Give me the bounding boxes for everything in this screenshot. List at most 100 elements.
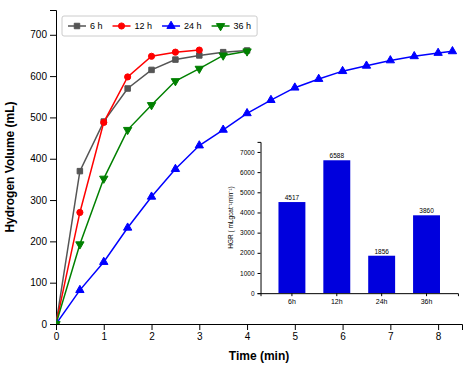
tick: 100 — [30, 277, 56, 288]
tick-mark — [258, 192, 261, 193]
data-label: 4517 — [285, 194, 300, 201]
tick-mark — [291, 293, 292, 296]
tick-mark — [426, 293, 427, 296]
tick-mark — [258, 172, 261, 173]
point — [362, 61, 370, 68]
tick-mark — [258, 253, 261, 254]
legend-item: 6 h — [68, 21, 103, 31]
point — [219, 53, 227, 60]
tick-label: 6h — [288, 298, 296, 305]
series-line — [56, 51, 247, 324]
tick: 700 — [30, 29, 56, 40]
point — [448, 47, 456, 54]
point — [171, 79, 179, 86]
tick-label: 5 — [293, 331, 299, 342]
tick: 4000 — [240, 209, 260, 216]
tick: 7000 — [240, 149, 260, 156]
axis-line — [57, 325, 463, 331]
point — [125, 86, 130, 91]
tick: 5 — [293, 324, 299, 342]
x-axis: 012345678 — [54, 324, 463, 342]
point — [173, 57, 178, 62]
tick-label: 7 — [388, 331, 394, 342]
tick-label: 24h — [376, 298, 388, 305]
tick: 24h — [376, 293, 388, 305]
tick-mark — [258, 233, 261, 234]
tick-mark — [390, 324, 391, 330]
tick-mark — [50, 241, 56, 242]
point — [149, 67, 154, 72]
bar — [368, 256, 395, 293]
point — [123, 127, 131, 134]
tick: 2000 — [240, 249, 260, 256]
axis-line — [258, 142, 262, 293]
point — [267, 95, 275, 102]
legend-marker — [167, 21, 175, 28]
tick-mark — [50, 159, 56, 160]
legend-marker — [74, 23, 79, 28]
point — [101, 119, 107, 125]
tick: 12h — [331, 293, 343, 305]
point — [123, 223, 131, 230]
plot: 01234567801002003004005006007006 h12 h24… — [30, 11, 462, 343]
tick-label: 4000 — [240, 209, 255, 216]
legend-item: 12 h — [113, 21, 153, 31]
point — [196, 47, 202, 53]
tick: 400 — [30, 153, 56, 164]
tick-label: 5000 — [240, 189, 255, 196]
point — [148, 53, 154, 59]
x-axis-title: Time (min) — [229, 349, 289, 363]
data-label: 1856 — [374, 248, 389, 255]
point — [410, 51, 418, 58]
tick-mark — [295, 324, 296, 330]
series — [56, 48, 250, 324]
tick-label: 0 — [41, 319, 47, 330]
legend-item: 36 h — [212, 21, 252, 31]
tick: 0 — [41, 319, 56, 330]
tick-label: 700 — [30, 29, 47, 40]
inset-y-axis: 01000200030004000500060007000 — [240, 142, 261, 296]
point — [386, 56, 394, 63]
inset-background — [227, 138, 458, 305]
data-label: 6588 — [330, 152, 345, 159]
tick-mark — [258, 212, 261, 213]
tick-label: 3 — [197, 331, 203, 342]
point — [100, 257, 108, 264]
tick-label: 36h — [421, 298, 433, 305]
tick-label: 400 — [30, 153, 47, 164]
inset-x-axis: 6h 12h 24h 36h — [261, 293, 458, 305]
y-axis: 0100200300400500600700 — [30, 11, 56, 330]
point — [76, 285, 84, 292]
tick-label: 500 — [30, 112, 47, 123]
series-line — [56, 50, 199, 324]
tick-mark — [258, 152, 261, 153]
tick-mark — [104, 324, 105, 330]
bar — [323, 160, 350, 293]
tick-mark — [50, 35, 56, 36]
point — [338, 66, 346, 73]
point — [125, 74, 131, 80]
series — [56, 47, 202, 324]
point — [171, 164, 179, 171]
tick: 6000 — [240, 169, 260, 176]
tick: 0 — [54, 324, 60, 342]
tick-mark — [258, 293, 261, 294]
tick: 500 — [30, 112, 56, 123]
point — [434, 48, 442, 55]
data-label: 3860 — [419, 207, 434, 214]
tick: 3000 — [240, 229, 260, 236]
point — [100, 176, 108, 183]
tick: 300 — [30, 195, 56, 206]
tick-label: 8 — [436, 331, 442, 342]
chart-container: 01234567801002003004005006007006 h12 h24… — [0, 0, 474, 366]
point — [77, 168, 82, 173]
tick-label: 3000 — [240, 229, 255, 236]
inset: 6h12h24h36h01000200030004000500060007000… — [227, 142, 459, 305]
legend-frame — [62, 16, 257, 36]
tick-label: 12h — [331, 298, 343, 305]
point — [56, 322, 60, 324]
point — [243, 108, 251, 115]
tick-label: 1000 — [240, 270, 255, 277]
tick-mark — [336, 293, 337, 296]
tick: 200 — [30, 236, 56, 247]
